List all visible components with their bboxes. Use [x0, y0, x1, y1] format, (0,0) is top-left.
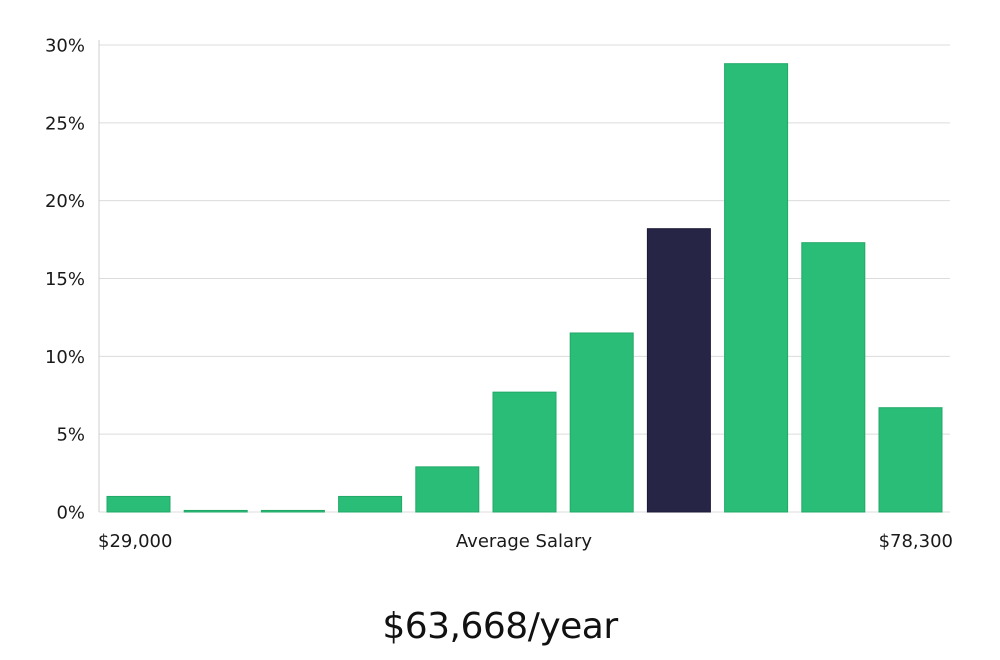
bar [492, 391, 557, 513]
bar [338, 495, 403, 513]
x-axis-title: Average Salary [456, 531, 593, 552]
average-salary-value: $63,668/year [382, 606, 618, 647]
bars [106, 63, 943, 513]
y-tick-label: 10% [45, 347, 85, 368]
salary-histogram: 0% 5% 10% 15% 20% 25% 30% $29,000 Average Sala… [45, 36, 953, 553]
bar-highlighted [646, 228, 711, 513]
bar [569, 332, 634, 513]
y-tick-label: 0% [56, 503, 85, 524]
y-tick-label: 15% [45, 269, 85, 290]
y-tick-label: 30% [45, 36, 85, 57]
y-tick-label: 5% [56, 425, 85, 446]
y-tick-label: 25% [45, 113, 85, 134]
bar [724, 63, 789, 513]
grid-lines [99, 44, 950, 513]
bar [260, 509, 325, 513]
bar [183, 509, 248, 513]
x-min-label: $29,000 [98, 531, 172, 552]
bar [106, 495, 171, 513]
bar [415, 466, 480, 513]
bar [801, 242, 866, 513]
y-axis-ticks: 0% 5% 10% 15% 20% 25% 30% [45, 36, 85, 524]
bar [878, 407, 943, 513]
y-tick-label: 20% [45, 191, 85, 212]
x-max-label: $78,300 [879, 531, 953, 552]
